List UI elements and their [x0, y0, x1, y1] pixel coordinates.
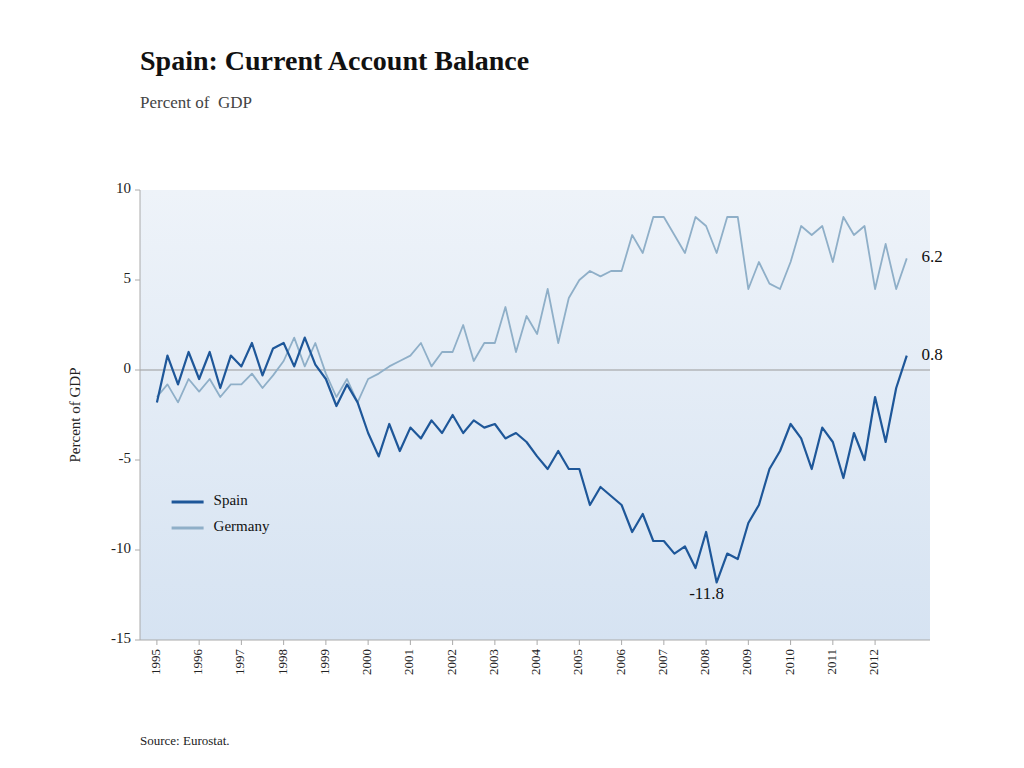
- y-tick: [135, 190, 140, 191]
- y-tick-label: -5: [119, 450, 132, 466]
- x-tick-label: 2009: [739, 649, 754, 675]
- series-group: [157, 217, 907, 582]
- x-tick: [156, 640, 157, 645]
- y-tick-label: -10: [111, 540, 131, 556]
- x-tick: [748, 640, 749, 645]
- y-tick-label: 0: [124, 360, 132, 376]
- x-tick-label: 2000: [359, 649, 374, 675]
- x-tick-label: 1997: [232, 649, 247, 676]
- legend: Spain Germany: [172, 492, 270, 534]
- x-tick: [875, 640, 876, 645]
- x-tick-label: 2010: [782, 649, 797, 675]
- x-tick-label: 2002: [444, 649, 459, 675]
- x-tick: [621, 640, 622, 645]
- x-tick: [579, 640, 580, 645]
- title: Spain: Current Account Balance: [140, 45, 529, 76]
- annotation: 6.2: [922, 247, 943, 266]
- x-tick: [706, 640, 707, 645]
- x-tick: [790, 640, 791, 645]
- x-tick: [452, 640, 453, 645]
- x-tick: [325, 640, 326, 645]
- subtitle: Percent of GDP: [140, 93, 252, 112]
- annotation: -11.8: [689, 584, 724, 603]
- x-tick-label: 2004: [528, 649, 543, 676]
- x-tick-label: 2007: [655, 649, 670, 676]
- x-tick-label: 2003: [486, 649, 501, 675]
- x-tick-label: 1998: [275, 649, 290, 675]
- x-tick-label: 2011: [824, 649, 839, 675]
- x-tick-label: 1995: [148, 649, 163, 675]
- y-axis-line: [140, 190, 141, 640]
- legend-label: Germany: [214, 518, 270, 534]
- x-tick: [537, 640, 538, 645]
- y-tick: [135, 370, 140, 371]
- x-tick-label: 2006: [613, 649, 628, 676]
- x-tick-label: 1996: [190, 649, 205, 676]
- y-tick: [135, 460, 140, 461]
- x-tick: [494, 640, 495, 645]
- y-tick: [135, 640, 140, 641]
- x-tick-label: 2001: [401, 649, 416, 675]
- x-tick: [199, 640, 200, 645]
- source: Source: Eurostat.: [140, 733, 230, 748]
- y-axis-label: Percent of GDP: [67, 368, 83, 463]
- x-tick: [410, 640, 411, 645]
- x-tick: [241, 640, 242, 645]
- series-line: [157, 217, 907, 402]
- y-tick-label: 5: [124, 270, 132, 286]
- x-tick-label: 1999: [317, 649, 332, 675]
- plot-background: [140, 190, 930, 640]
- x-tick: [368, 640, 369, 645]
- x-tick: [283, 640, 284, 645]
- x-tick: [663, 640, 664, 645]
- legend-swatch: [172, 501, 204, 504]
- zero-line: [140, 370, 930, 371]
- legend-swatch: [172, 527, 204, 530]
- x-tick-label: 2008: [697, 649, 712, 675]
- legend-label: Spain: [214, 492, 249, 508]
- x-axis-line: [140, 640, 930, 641]
- y-tick-label: 10: [116, 180, 131, 196]
- y-tick: [135, 550, 140, 551]
- x-tick-label: 2005: [570, 649, 585, 675]
- x-tick-label: 2012: [866, 649, 881, 675]
- x-tick: [832, 640, 833, 645]
- y-tick: [135, 280, 140, 281]
- chart: Spain: Current Account Balance Percent of…: [0, 0, 1024, 768]
- annotation: 0.8: [922, 345, 943, 364]
- y-tick-label: -15: [111, 630, 131, 646]
- series-line: [157, 338, 907, 583]
